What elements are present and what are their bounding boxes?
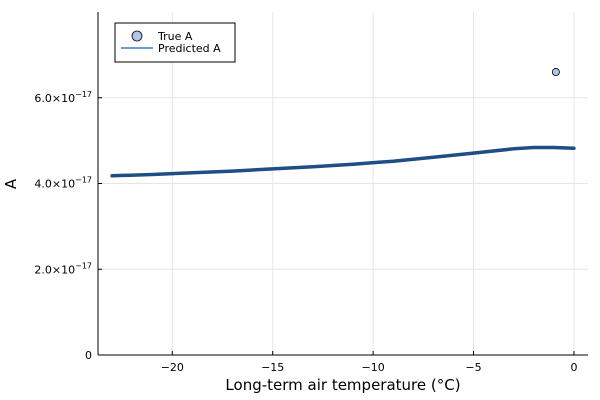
legend: True A Predicted A — [114, 22, 236, 63]
true-a-point — [551, 68, 560, 77]
x-ticks: −20 −15 −10 −5 0 — [161, 351, 577, 374]
legend-true-label: True A — [157, 30, 193, 43]
y-tick-mantissa: 4.0×10 — [34, 178, 75, 191]
series-layer — [110, 68, 576, 178]
y-tick-label: 2.0×10−17 — [34, 261, 92, 276]
x-tick-label: 0 — [570, 361, 577, 374]
x-tick-label: −15 — [261, 361, 284, 374]
y-tick-label: 0 — [85, 349, 92, 362]
predicted-a-line — [110, 145, 576, 178]
y-tick-label: 4.0×10−17 — [34, 176, 92, 191]
legend-true-marker — [131, 30, 143, 42]
y-tick-exponent: −17 — [75, 261, 92, 270]
x-tick-label: −20 — [161, 361, 184, 374]
x-tick-label: −5 — [465, 361, 481, 374]
x-axis-label: Long-term air temperature (°C) — [225, 376, 460, 394]
legend-predicted-label: Predicted A — [158, 42, 221, 55]
x-tick-label: −10 — [362, 361, 385, 374]
y-tick-mantissa: 2.0×10 — [34, 263, 75, 276]
y-tick-exponent: −17 — [75, 176, 92, 185]
grid — [98, 12, 588, 356]
y-tick-mantissa: 0 — [85, 349, 92, 362]
y-axis-label: A — [2, 178, 20, 189]
y-ticks: 02.0×10−174.0×10−176.0×10−17 — [34, 90, 102, 362]
legend-box — [114, 22, 236, 63]
y-tick-mantissa: 6.0×10 — [34, 92, 75, 105]
y-tick-label: 6.0×10−17 — [34, 90, 92, 105]
y-tick-exponent: −17 — [75, 90, 92, 99]
